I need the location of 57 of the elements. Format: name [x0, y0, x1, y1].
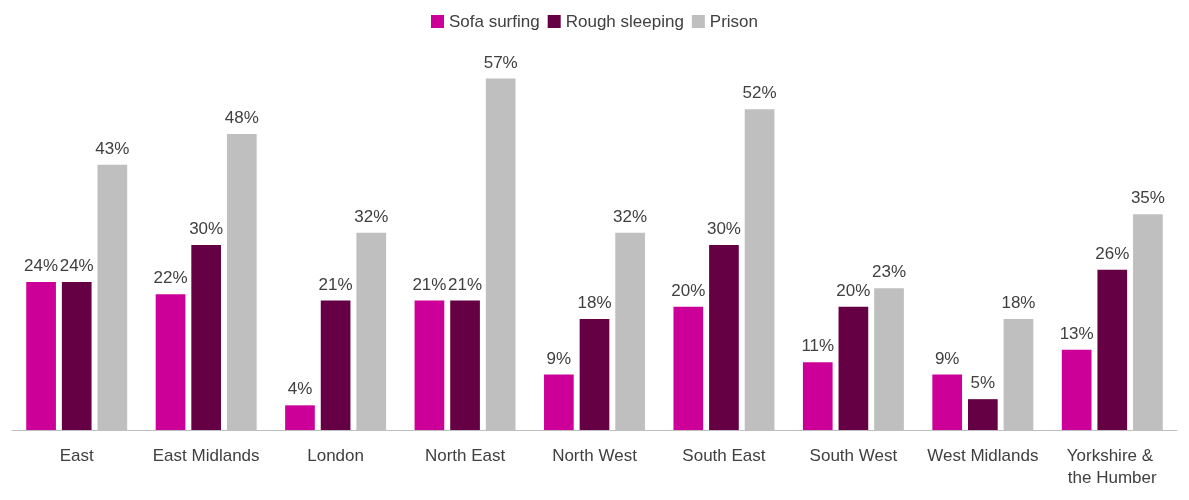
x-tick-label: Yorkshire & the Humber — [1066, 445, 1158, 487]
data-label: 30% — [189, 219, 224, 238]
x-tick-label: South West — [809, 445, 898, 465]
data-label: 26% — [1095, 243, 1130, 263]
x-tick-label: North East — [424, 445, 506, 465]
x-tick-label: South East — [682, 445, 766, 465]
data-label: 4% — [287, 379, 313, 399]
bar — [932, 374, 963, 430]
x-tick-label: East — [59, 445, 94, 465]
bar — [285, 405, 315, 430]
bar — [414, 300, 445, 430]
bar — [1061, 349, 1092, 430]
data-label: 5% — [970, 373, 996, 393]
data-label: 9% — [546, 348, 572, 368]
data-label: 24% — [59, 256, 94, 275]
x-tick-label: London — [307, 445, 364, 465]
bar — [155, 294, 186, 430]
x-tick-label: West Midlands — [927, 445, 1039, 465]
data-label: 21% — [318, 274, 353, 294]
data-label: 57% — [483, 52, 518, 72]
x-tick-label: North West — [552, 445, 638, 465]
bar — [838, 306, 869, 430]
data-label: 20% — [671, 280, 706, 300]
data-label: 20% — [836, 280, 871, 300]
data-label: 21% — [448, 274, 483, 294]
x-tick-label: East Midlands — [152, 445, 260, 465]
bar — [191, 245, 222, 430]
data-label: 32% — [613, 206, 648, 226]
data-label: 32% — [354, 206, 389, 226]
data-label: 43% — [95, 138, 130, 158]
bar — [802, 362, 833, 430]
legend-label: Prison — [709, 12, 759, 31]
bar — [320, 300, 351, 430]
bar — [26, 282, 56, 430]
legend-label: Sofa surfing — [448, 12, 540, 31]
data-label: 23% — [872, 262, 907, 282]
data-label: 35% — [1130, 188, 1165, 208]
bar — [579, 319, 610, 430]
data-label: 22% — [153, 268, 188, 288]
data-label: 18% — [577, 293, 612, 312]
bar — [709, 245, 739, 430]
bar — [1097, 269, 1128, 430]
bar — [544, 374, 574, 430]
data-label: 48% — [224, 108, 259, 127]
legend-label: Rough sleeping — [565, 12, 684, 31]
data-label: 52% — [742, 83, 777, 103]
data-label: 13% — [1059, 323, 1094, 343]
bar — [967, 399, 998, 430]
bar — [61, 282, 92, 430]
bar — [673, 306, 704, 430]
data-label: 24% — [24, 256, 59, 275]
data-label: 21% — [412, 274, 447, 294]
data-label: 11% — [801, 336, 835, 356]
data-label: 18% — [1001, 293, 1036, 312]
bar — [450, 300, 480, 430]
data-label: 9% — [934, 348, 960, 368]
data-label: 30% — [706, 219, 741, 238]
